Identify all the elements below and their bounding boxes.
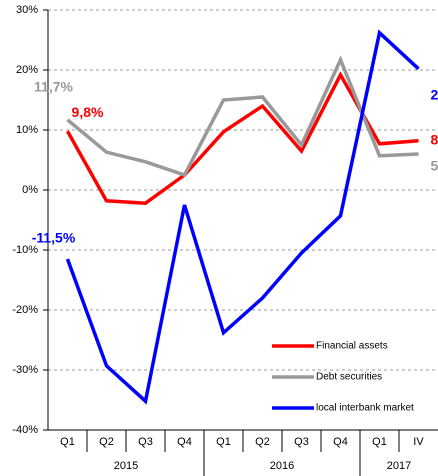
value-label: 5,: [431, 158, 438, 174]
x-tick-label: Q1: [60, 436, 75, 448]
value-label: 9,8%: [72, 104, 104, 120]
value-label: 8: [431, 132, 438, 148]
y-tick-label: -30%: [12, 364, 38, 376]
series-line: [66, 55, 419, 178]
x-tick-label: Q1: [372, 436, 387, 448]
value-label: 11,7%: [34, 79, 73, 95]
x-tick-label: Q4: [333, 436, 348, 448]
y-tick-label: -10%: [12, 244, 38, 256]
x-tick-label: Q4: [177, 436, 192, 448]
value-label: -11,5%: [32, 230, 76, 246]
x-tick-label: Q3: [138, 436, 153, 448]
group-label: 2015: [114, 460, 138, 472]
group-label: 2016: [270, 460, 294, 472]
x-tick-label: Q2: [255, 436, 270, 448]
group-label: 2017: [387, 460, 411, 472]
x-tick-label: Q2: [99, 436, 114, 448]
x-tick-label: IV: [413, 436, 424, 448]
x-tick-label: Q3: [294, 436, 309, 448]
y-tick-label: -40%: [12, 424, 38, 436]
y-tick-label: 20%: [16, 64, 38, 76]
y-tick-label: 30%: [16, 4, 38, 16]
y-tick-label: 0%: [22, 184, 38, 196]
value-label: 20: [431, 87, 438, 103]
series-line: [65, 29, 420, 405]
legend-label: local interbank market: [316, 403, 414, 414]
x-tick-label: Q1: [216, 436, 231, 448]
y-tick-label: 10%: [16, 124, 38, 136]
legend-label: Financial assets: [316, 341, 388, 352]
y-tick-label: -20%: [12, 304, 38, 316]
legend-label: Debt securities: [316, 372, 382, 383]
